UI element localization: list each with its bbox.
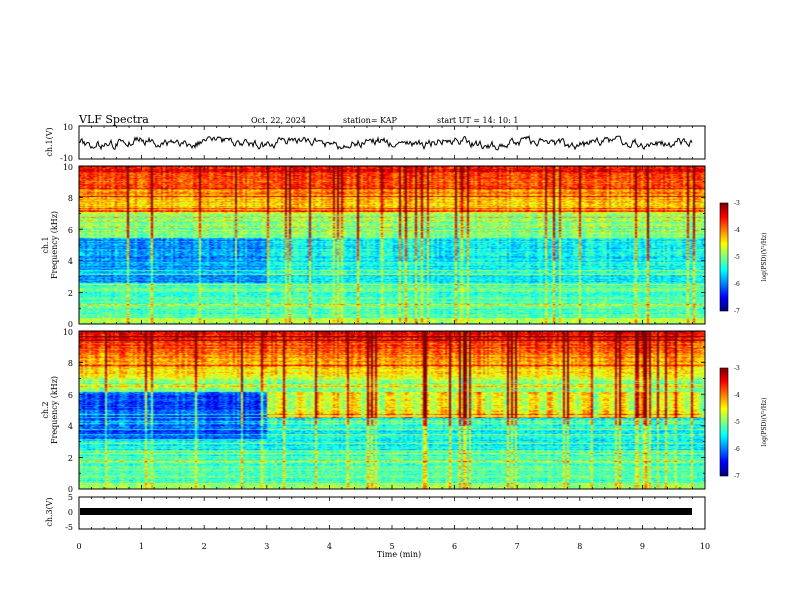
x-axis-label: Time (min): [377, 550, 421, 559]
tick-marks: [78, 126, 706, 529]
ch2-colorbar: [720, 368, 728, 476]
cbar2-tick-label: -6: [734, 446, 740, 453]
cbar1-tick-label: -3: [734, 200, 740, 207]
xtick-label: 5: [389, 542, 394, 551]
cbar1-tick-label: -7: [734, 308, 740, 315]
date-label: Oct. 22, 2024: [251, 116, 306, 125]
ch1-spec-ytick-label: 4: [68, 257, 73, 266]
ch3-waveform-band: [80, 508, 692, 515]
station-label: station= KAP: [343, 116, 398, 125]
ch1-spectrogram-ylabel-top: ch.1: [41, 236, 50, 253]
xtick-label: 1: [139, 542, 144, 551]
ch1-ytick-label: -10: [60, 154, 73, 163]
cbar1-tick-label: -6: [734, 281, 740, 288]
ch2-spec-ytick-label: 6: [68, 391, 73, 400]
ch2-spectrogram-image: [79, 331, 705, 489]
ch1-waveform-line: [79, 135, 693, 151]
xtick-label: 10: [700, 542, 710, 551]
figure-title: VLF Spectra: [78, 113, 149, 126]
xtick-label: 8: [577, 542, 582, 551]
ch1-ytick-label: 10: [63, 123, 73, 132]
ch1-spectrogram-yticks: 10 8 6 4 2 0: [63, 163, 73, 329]
ch3-ytick-label: 0: [68, 508, 73, 517]
ch1-colorbar-label: log(PSD)(V²/Hz): [761, 233, 768, 282]
ch3-ytick-label: 5: [68, 493, 73, 502]
xtick-label: 7: [515, 542, 520, 551]
ch2-spec-ytick-label: 8: [68, 359, 73, 368]
cbar2-tick-label: -4: [734, 392, 740, 399]
xtick-label: 0: [76, 542, 81, 551]
ch2-spec-ytick-label: 0: [68, 485, 73, 494]
ch2-colorbar-frame: [719, 367, 729, 477]
ch1-waveform-frame: [78, 125, 706, 160]
start-time-label: start UT = 14: 10: 1: [437, 116, 518, 125]
cbar1-tick-label: -5: [734, 254, 740, 261]
ch3-waveform-ylabel: ch.3(V): [45, 497, 54, 526]
ch1-spec-ytick-label: 10: [63, 163, 73, 172]
ch3-ytick-label: -5: [65, 523, 73, 532]
x-axis-tick-labels: 0 1 2 3 4 5 6 7 8 9 10: [76, 542, 710, 551]
ch1-spec-ytick-label: 2: [68, 289, 73, 298]
cbar2-tick-label: -5: [734, 419, 740, 426]
cbar1-tick-label: -4: [734, 227, 740, 234]
xtick-label: 3: [264, 542, 269, 551]
ch2-colorbar-ticks: -3 -4 -5 -6 -7: [734, 365, 740, 480]
ch1-spectrogram-ylabel: Frequency (kHz): [50, 211, 59, 279]
ch2-spec-ytick-label: 10: [63, 328, 73, 337]
ch1-colorbar-ticks: -3 -4 -5 -6 -7: [734, 200, 740, 315]
cbar2-tick-label: -7: [734, 473, 740, 480]
ch2-spectrogram-yticks: 10 8 6 4 2 0: [63, 328, 73, 494]
ch1-spectrogram-image: [79, 166, 705, 324]
ch1-colorbar-frame: [719, 202, 729, 312]
ch1-spec-ytick-label: 0: [68, 320, 73, 329]
ch2-spectrogram-ylabel: Frequency (kHz): [50, 376, 59, 444]
ch2-spec-ytick-label: 4: [68, 422, 73, 431]
ch2-spec-ytick-label: 2: [68, 454, 73, 463]
ch2-spectrogram-ylabel-top: ch.2: [41, 401, 50, 418]
xtick-label: 4: [327, 542, 332, 551]
xtick-label: 2: [202, 542, 207, 551]
ch1-spec-ytick-label: 8: [68, 194, 73, 203]
cbar2-tick-label: -3: [734, 365, 740, 372]
ch1-colorbar: [720, 203, 728, 311]
ch2-colorbar-label: log(PSD)(V²/Hz): [761, 398, 768, 447]
ch1-waveform-ylabel: ch.1(V): [45, 127, 54, 156]
ch1-spec-ytick-label: 6: [68, 226, 73, 235]
xtick-label: 6: [452, 542, 457, 551]
xtick-label: 9: [640, 542, 645, 551]
